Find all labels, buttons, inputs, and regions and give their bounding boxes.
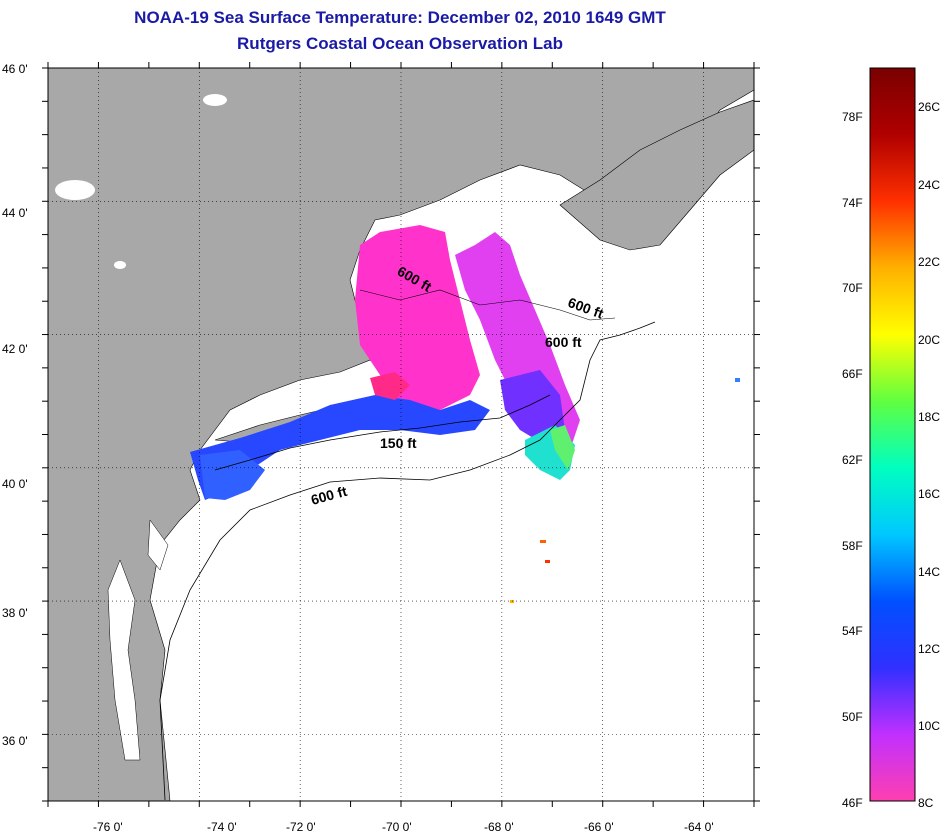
colorbar-f-label: 58F xyxy=(842,539,863,553)
colorbar-c-label: 12C xyxy=(918,642,941,656)
lon-label: -72 0' xyxy=(286,820,316,834)
sst-speck xyxy=(545,560,550,563)
colorbar-c-label: 26C xyxy=(918,100,941,114)
isobath-label: 600 ft xyxy=(545,334,582,350)
isobath-gulf-of-maine xyxy=(359,289,616,321)
colorbar-c-label: 14C xyxy=(918,565,941,579)
lat-label: 38 0' xyxy=(2,606,28,620)
lon-label: -76 0' xyxy=(93,820,123,834)
sst-patch-cape-cod-bay xyxy=(370,372,410,400)
lake xyxy=(55,180,95,200)
chesapeake-bay xyxy=(107,559,141,761)
sst-patch-gulf-of-maine xyxy=(355,225,480,415)
lat-label: 42 0' xyxy=(2,342,28,356)
lon-label: -66 0' xyxy=(584,820,614,834)
colorbar-f-label: 78F xyxy=(842,110,863,124)
lon-label: -74 0' xyxy=(207,820,237,834)
isobath-150ft xyxy=(214,394,551,471)
map-title: NOAA-19 Sea Surface Temperature: Decembe… xyxy=(134,8,666,27)
colorbar-f-label: 46F xyxy=(842,796,863,810)
colorbar-f-label: 70F xyxy=(842,281,863,295)
graticule xyxy=(48,68,754,801)
sst-speck xyxy=(540,540,546,543)
colorbar-f-label: 54F xyxy=(842,624,863,638)
colorbar-f-label: 62F xyxy=(842,453,863,467)
lat-label: 46 0' xyxy=(2,62,28,76)
colorbar-f-label: 74F xyxy=(842,196,863,210)
colorbar-f-label: 66F xyxy=(842,367,863,381)
lon-label: -64 0' xyxy=(684,820,714,834)
lon-label: -70 0' xyxy=(382,820,412,834)
sst-patch-ny-bight xyxy=(200,450,265,500)
colorbar-c-label: 8C xyxy=(918,796,934,810)
sst-patch-mid-shelf-blue xyxy=(190,395,490,500)
lat-label: 40 0' xyxy=(2,477,28,491)
sst-speck xyxy=(735,378,740,382)
colorbar-c-label: 20C xyxy=(918,333,941,347)
colorbar-c-label: 18C xyxy=(918,410,941,424)
colorbar-gradient xyxy=(869,67,916,802)
lake xyxy=(114,261,126,269)
isobath-600ft xyxy=(159,321,656,801)
land-nova-scotia xyxy=(559,99,754,251)
delaware-bay xyxy=(147,519,169,571)
colorbar-c-label: 16C xyxy=(918,487,941,501)
lat-label: 36 0' xyxy=(2,734,28,748)
colorbar-c-label: 24C xyxy=(918,178,941,192)
map-subtitle: Rutgers Coastal Ocean Observation Lab xyxy=(237,34,563,53)
sst-patch-shelf-purple xyxy=(500,370,565,445)
lat-label: 44 0' xyxy=(2,206,28,220)
colorbar-c-label: 10C xyxy=(918,719,941,733)
colorbar-c-label: 22C xyxy=(918,255,941,269)
sst-patch-shelf-edge-green xyxy=(550,425,575,470)
isobath-label: 150 ft xyxy=(380,435,417,451)
axis-ticks xyxy=(42,62,760,807)
colorbar-f-label: 50F xyxy=(842,710,863,724)
lon-label: -68 0' xyxy=(484,820,514,834)
sst-speck xyxy=(510,600,514,603)
lake xyxy=(203,94,227,106)
